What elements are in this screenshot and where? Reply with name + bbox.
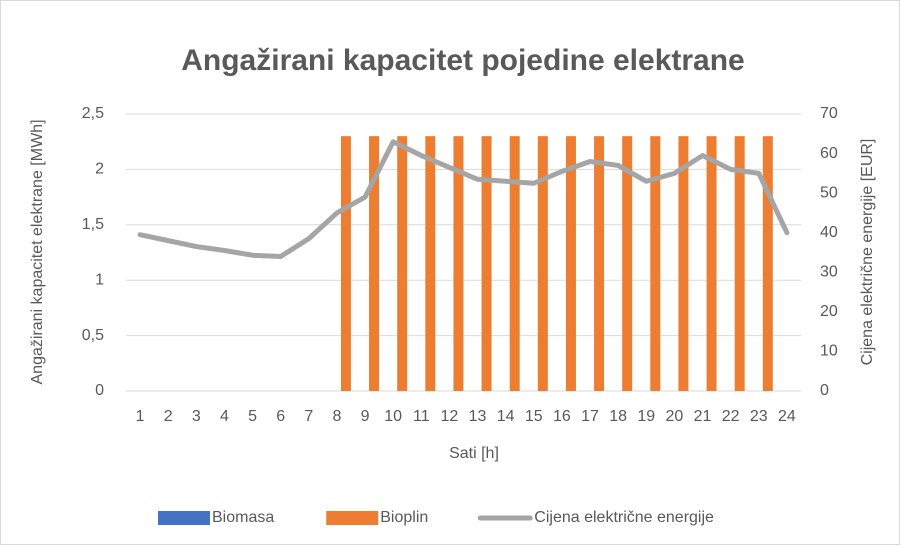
y2-tick-label: 50 [820,184,838,201]
y2-tick-label: 10 [820,343,838,360]
bar [537,136,548,391]
y-tick-label: 2 [95,161,104,178]
x-tick-label: 19 [637,408,655,425]
x-tick-label: 14 [497,408,515,425]
x-tick-label: 15 [525,408,543,425]
x-axis-label: Sati [h] [449,445,499,462]
bar [481,136,492,391]
legend-swatch [158,511,210,525]
bar [594,136,605,391]
y2-tick-label: 70 [820,105,838,122]
x-tick-label: 18 [609,408,627,425]
bar [565,136,576,391]
x-tick-label: 10 [384,408,402,425]
y-tick-label: 0 [95,382,104,399]
legend-label: Cijena električne energije [534,509,714,526]
bar [678,136,689,391]
y-tick-label: 2,5 [82,105,104,122]
chart-title: Angažirani kapacitet pojedine elektrane [181,44,745,77]
y-tick-label: 0,5 [82,327,104,344]
x-tick-label: 23 [750,408,768,425]
y2-tick-label: 40 [820,224,838,241]
x-tick-label: 13 [469,408,487,425]
x-tick-label: 7 [304,408,313,425]
x-tick-label: 9 [361,408,370,425]
y-tick-label: 1 [95,271,104,288]
x-tick-label: 12 [441,408,459,425]
y2-tick-label: 20 [820,303,838,320]
bar [425,136,436,391]
x-tick-label: 1 [136,408,145,425]
x-tick-label: 20 [666,408,684,425]
bar [762,136,773,391]
legend-swatch [326,511,379,525]
bar [509,136,520,391]
x-tick-label: 17 [581,408,599,425]
x-tick-label: 8 [332,408,341,425]
y-axis-label: Angažirani kapacitet elektrane [MWh] [29,119,46,384]
x-tick-label: 3 [192,408,201,425]
line [137,139,790,259]
x-tick-label: 21 [694,408,712,425]
legend-label: Biomasa [212,509,274,526]
x-tick-label: 11 [413,408,430,425]
legend-label: Bioplin [380,509,428,526]
x-tick-label: 5 [248,408,257,425]
bar [706,136,717,391]
bar [397,136,408,391]
x-tick-label: 4 [220,408,229,425]
x-tick-label: 22 [722,408,740,425]
y-tick-label: 1,5 [82,216,104,233]
x-tick-label: 6 [276,408,285,425]
bar [340,136,351,391]
y2-tick-label: 0 [820,382,829,399]
bar [369,136,380,391]
x-tick-label: 24 [778,408,796,425]
x-tick-label: 2 [164,408,173,425]
bar [650,136,661,391]
y2-tick-label: 30 [820,264,838,281]
y2-axis-label: Cijena električne energije [EUR] [859,139,876,366]
bar [453,136,464,391]
bar [734,136,745,391]
y2-tick-label: 60 [820,145,838,162]
bar [622,136,633,391]
x-tick-label: 16 [553,408,571,425]
